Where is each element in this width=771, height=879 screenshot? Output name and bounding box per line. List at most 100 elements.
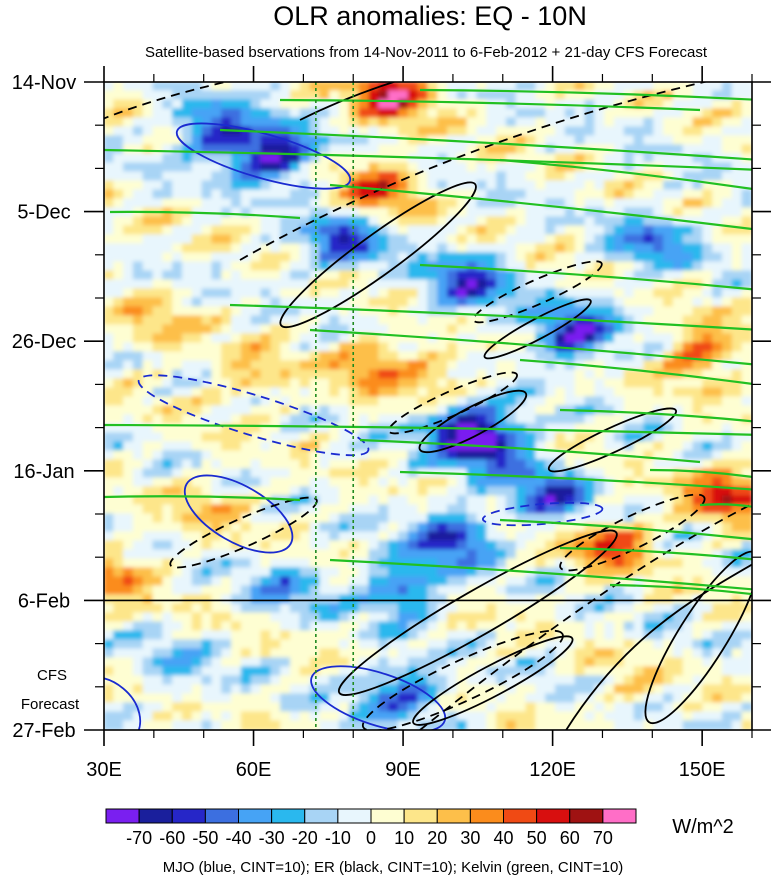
anomaly-cell bbox=[280, 405, 292, 416]
anomaly-cell bbox=[299, 414, 311, 425]
anomaly-cell bbox=[388, 468, 400, 479]
anomaly-cell bbox=[319, 396, 331, 407]
anomaly-cell bbox=[417, 396, 429, 407]
anomaly-cell bbox=[525, 216, 537, 227]
anomaly-cell bbox=[299, 720, 311, 730]
anomaly-cell bbox=[368, 243, 380, 254]
anomaly-cell bbox=[181, 387, 193, 398]
anomaly-cell bbox=[505, 486, 517, 497]
anomaly-cell bbox=[181, 486, 193, 497]
anomaly-cell bbox=[731, 585, 743, 596]
anomaly-cell bbox=[427, 297, 439, 308]
anomaly-cell bbox=[348, 333, 360, 344]
anomaly-cell bbox=[604, 82, 616, 92]
anomaly-cell bbox=[564, 207, 576, 218]
anomaly-cell bbox=[604, 585, 616, 596]
anomaly-cell bbox=[191, 342, 203, 353]
anomaly-cell bbox=[299, 351, 311, 362]
anomaly-cell bbox=[515, 396, 527, 407]
anomaly-cell bbox=[692, 567, 704, 578]
anomaly-cell bbox=[505, 297, 517, 308]
anomaly-cell bbox=[378, 675, 390, 686]
anomaly-cell bbox=[142, 468, 154, 479]
anomaly-cell bbox=[211, 297, 223, 308]
anomaly-cell bbox=[623, 288, 635, 299]
anomaly-cell bbox=[407, 630, 419, 641]
anomaly-cell bbox=[702, 225, 714, 236]
anomaly-cell bbox=[417, 432, 429, 443]
anomaly-cell bbox=[623, 99, 635, 110]
anomaly-cell bbox=[358, 351, 370, 362]
anomaly-cell bbox=[240, 468, 252, 479]
anomaly-cell bbox=[653, 135, 665, 146]
anomaly-cell bbox=[211, 180, 223, 191]
anomaly-cell bbox=[564, 441, 576, 452]
anomaly-cell bbox=[731, 432, 743, 443]
anomaly-cell bbox=[358, 387, 370, 398]
anomaly-cell bbox=[702, 513, 714, 524]
anomaly-cell bbox=[104, 684, 115, 695]
anomaly-cell bbox=[388, 378, 400, 389]
anomaly-cell bbox=[456, 108, 468, 119]
anomaly-cell bbox=[682, 324, 694, 335]
anomaly-cell bbox=[564, 378, 576, 389]
anomaly-cell bbox=[682, 405, 694, 416]
anomaly-cell bbox=[104, 189, 115, 200]
anomaly-cell bbox=[388, 126, 400, 137]
anomaly-cell bbox=[721, 513, 733, 524]
anomaly-cell bbox=[280, 693, 292, 704]
anomaly-cell bbox=[132, 720, 144, 730]
anomaly-cell bbox=[604, 495, 616, 506]
anomaly-cell bbox=[525, 558, 537, 569]
anomaly-cell bbox=[172, 261, 184, 272]
anomaly-cell bbox=[339, 171, 351, 182]
anomaly-cell bbox=[427, 243, 439, 254]
anomaly-cell bbox=[721, 666, 733, 677]
anomaly-cell bbox=[555, 189, 567, 200]
anomaly-cell bbox=[604, 225, 616, 236]
anomaly-cell bbox=[162, 585, 174, 596]
anomaly-cell bbox=[584, 423, 596, 434]
anomaly-cell bbox=[476, 513, 488, 524]
anomaly-cell bbox=[623, 252, 635, 263]
anomaly-cell bbox=[132, 522, 144, 533]
kelvin-contour bbox=[109, 210, 301, 220]
anomaly-cell bbox=[309, 297, 321, 308]
anomaly-cell bbox=[142, 558, 154, 569]
anomaly-cell bbox=[201, 468, 213, 479]
anomaly-cell bbox=[653, 432, 665, 443]
anomaly-cell bbox=[132, 225, 144, 236]
anomaly-cell bbox=[555, 180, 567, 191]
anomaly-cell bbox=[152, 360, 164, 371]
anomaly-cell bbox=[221, 423, 233, 434]
anomaly-cell bbox=[299, 477, 311, 488]
anomaly-cell bbox=[466, 711, 478, 722]
anomaly-cell bbox=[535, 630, 547, 641]
anomaly-cell bbox=[505, 126, 517, 137]
anomaly-cell bbox=[172, 576, 184, 587]
anomaly-cell bbox=[319, 639, 331, 650]
anomaly-cell bbox=[721, 324, 733, 335]
anomaly-cell bbox=[132, 82, 144, 92]
anomaly-cell bbox=[486, 657, 498, 668]
anomaly-cell bbox=[682, 675, 694, 686]
anomaly-cell bbox=[633, 522, 645, 533]
anomaly-cell bbox=[496, 189, 508, 200]
anomaly-cell bbox=[368, 378, 380, 389]
anomaly-cell bbox=[417, 513, 429, 524]
anomaly-cell bbox=[663, 108, 675, 119]
anomaly-cell bbox=[162, 108, 174, 119]
anomaly-cell bbox=[378, 324, 390, 335]
anomaly-cell bbox=[535, 450, 547, 461]
anomaly-cell bbox=[172, 675, 184, 686]
anomaly-cell bbox=[731, 576, 743, 587]
anomaly-cell bbox=[132, 396, 144, 407]
anomaly-cell bbox=[407, 576, 419, 587]
anomaly-cell bbox=[378, 414, 390, 425]
anomaly-cell bbox=[132, 441, 144, 452]
anomaly-cell bbox=[476, 648, 488, 659]
anomaly-cell bbox=[555, 82, 567, 92]
anomaly-cell bbox=[643, 621, 655, 632]
anomaly-cell bbox=[397, 351, 409, 362]
anomaly-cell bbox=[692, 117, 704, 128]
